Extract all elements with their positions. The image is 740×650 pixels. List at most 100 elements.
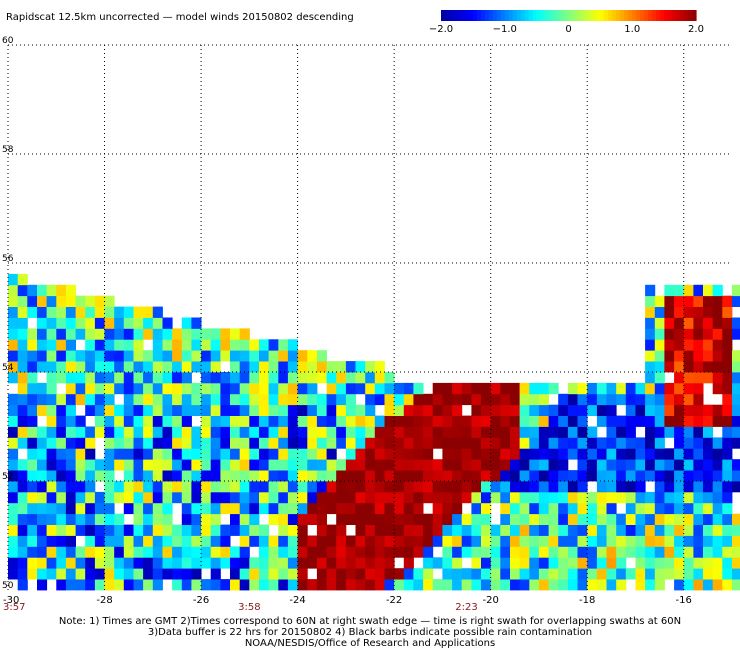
heatmap-cell <box>529 557 540 569</box>
heatmap-cell <box>297 470 308 482</box>
heatmap-cell <box>654 393 665 406</box>
heatmap-cell <box>365 361 376 373</box>
heatmap-cell <box>664 546 675 558</box>
heatmap-cell <box>577 491 588 504</box>
colorbar-segment <box>532 10 538 21</box>
heatmap-cell <box>471 513 482 525</box>
heatmap-cell <box>452 568 463 580</box>
heatmap-cell <box>394 579 405 591</box>
heatmap-cell <box>703 284 714 297</box>
heatmap-cell <box>365 546 376 558</box>
heatmap-cell <box>635 437 646 449</box>
heatmap-cell <box>374 568 385 580</box>
heatmap-cell <box>210 339 221 351</box>
heatmap-cell <box>355 579 366 591</box>
heatmap-cell <box>230 415 241 427</box>
heatmap-cell <box>162 437 173 449</box>
heatmap-cell <box>538 459 549 471</box>
heatmap-cell <box>596 470 607 482</box>
heatmap-cell <box>365 513 376 525</box>
heatmap-cell <box>210 350 221 362</box>
heatmap-cell <box>230 426 241 438</box>
heatmap-cell <box>490 470 501 482</box>
heatmap-cell <box>104 361 115 373</box>
heatmap-cell <box>365 481 376 493</box>
heatmap-cell <box>606 568 617 580</box>
heatmap-cell <box>65 350 76 362</box>
heatmap-cell <box>567 382 578 395</box>
heatmap-cell <box>703 448 714 460</box>
heatmap-cell <box>297 459 308 471</box>
heatmap-cell <box>27 513 38 525</box>
heatmap-cell <box>606 393 617 406</box>
heatmap-cell <box>365 568 376 580</box>
heatmap-cell <box>442 481 453 493</box>
heatmap-cell <box>249 448 260 460</box>
heatmap-cell <box>625 459 636 471</box>
heatmap-cell <box>384 524 395 536</box>
heatmap-cell <box>625 546 636 558</box>
heatmap-cell <box>712 546 723 558</box>
heatmap-cell <box>645 295 656 307</box>
heatmap-cell <box>693 426 704 438</box>
heatmap-cell <box>558 426 569 438</box>
heatmap-cell <box>85 404 96 416</box>
heatmap-cell <box>384 546 395 558</box>
heatmap-cell <box>529 481 540 493</box>
heatmap-cell <box>17 317 28 329</box>
heatmap-cell <box>316 579 327 591</box>
heatmap-cell <box>133 372 144 384</box>
heatmap-cell <box>413 546 424 558</box>
heatmap-cell <box>17 568 28 580</box>
heatmap-cell <box>94 404 105 416</box>
heatmap-cell <box>17 372 28 384</box>
heatmap-cell <box>345 437 356 449</box>
heatmap-cell <box>461 415 472 427</box>
heatmap-cell <box>249 350 260 362</box>
heatmap-cell <box>587 470 598 482</box>
heatmap-cell <box>490 579 501 591</box>
heatmap-cell <box>732 481 740 493</box>
heatmap-cell <box>587 502 598 515</box>
heatmap-cell <box>259 361 270 373</box>
heatmap-cell <box>481 382 492 395</box>
heatmap-cell <box>683 393 694 406</box>
heatmap-cell <box>85 317 96 329</box>
colorbar-segment <box>632 10 637 21</box>
heatmap-cell <box>722 557 733 569</box>
heatmap-cell <box>230 339 241 351</box>
heatmap-cell <box>104 557 115 569</box>
colorbar-segment <box>560 10 566 21</box>
heatmap-cell <box>191 524 202 536</box>
heatmap-cell <box>616 535 627 547</box>
heatmap-cell <box>230 481 241 493</box>
heatmap-cell <box>104 459 115 471</box>
time-labels: 3:57 3:58 2:23 <box>3 602 478 613</box>
heatmap-cell <box>220 372 231 384</box>
heatmap-cell <box>201 546 212 558</box>
heatmap-cell <box>403 491 414 504</box>
heatmap-cell <box>500 426 511 438</box>
time-label: 2:23 <box>455 602 477 613</box>
heatmap-cell <box>201 502 212 515</box>
heatmap-cell <box>220 481 231 493</box>
heatmap-cell <box>133 426 144 438</box>
heatmap-cell <box>191 568 202 580</box>
heatmap-cell <box>683 470 694 482</box>
colorbar-tick-label: 2.0 <box>688 24 704 35</box>
heatmap-cell <box>683 372 694 384</box>
heatmap-cell <box>577 437 588 449</box>
heatmap-cell <box>239 350 250 362</box>
heatmap-cell <box>152 382 163 395</box>
heatmap-cell <box>278 361 289 373</box>
heatmap-cell <box>712 557 723 569</box>
heatmap-cell <box>722 350 733 362</box>
heatmap-cell <box>201 426 212 438</box>
heatmap-cell <box>152 524 163 536</box>
heatmap-cell <box>181 535 192 547</box>
heatmap-cell <box>123 502 134 515</box>
heatmap-cell <box>143 448 154 460</box>
heatmap-cell <box>75 579 86 591</box>
heatmap-cell <box>510 459 521 471</box>
heatmap-cell <box>461 481 472 493</box>
